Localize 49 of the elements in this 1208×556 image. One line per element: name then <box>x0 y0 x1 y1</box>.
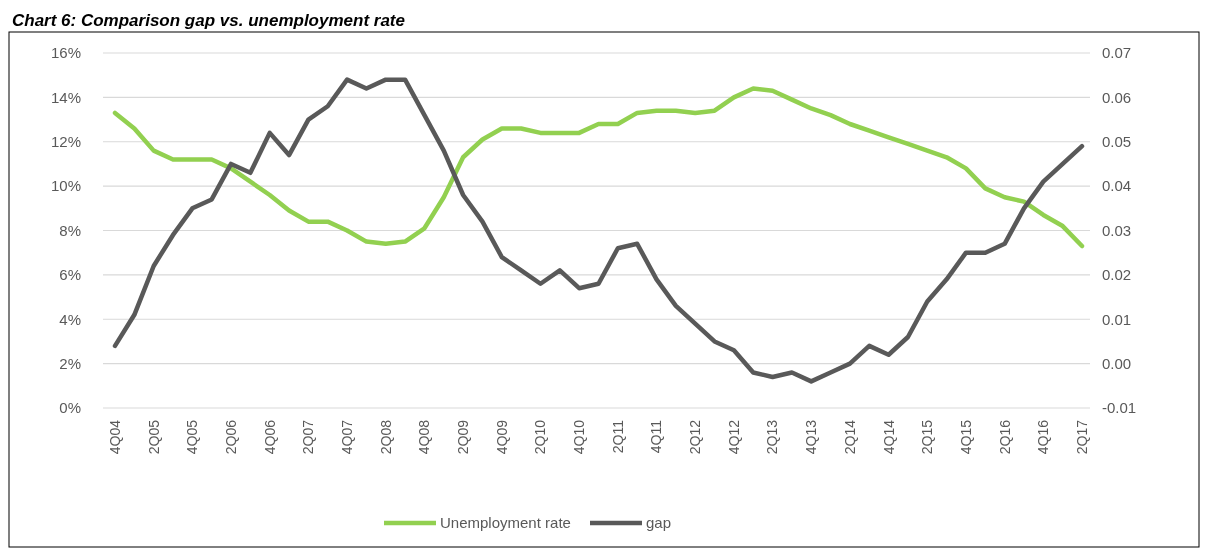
x-tick-label: 2Q14 <box>841 419 858 455</box>
y2-tick-label: 0.02 <box>1102 266 1132 284</box>
x-tick-label: 4Q13 <box>803 419 820 455</box>
y-tick-label: 2% <box>59 354 81 372</box>
y-tick-label: 6% <box>59 266 81 284</box>
x-tick-label: 4Q14 <box>880 419 897 455</box>
y2-tick-label: 0.03 <box>1102 221 1132 239</box>
x-tick-label: 4Q07 <box>338 419 355 455</box>
x-tick-label: 4Q10 <box>571 419 588 455</box>
y2-tick-label: 0.05 <box>1102 133 1132 150</box>
x-tick-label: 2Q06 <box>222 419 239 455</box>
x-tick-label: 2Q15 <box>919 419 936 455</box>
y-tick-label: 10% <box>50 177 81 195</box>
x-tick-label: 4Q12 <box>725 419 742 455</box>
chart-title: Chart 6: Comparison gap vs. unemployment rate <box>12 11 405 30</box>
y2-tick-label: 0.06 <box>1102 88 1132 106</box>
y-tick-label: 0% <box>59 399 81 417</box>
x-tick-label: 4Q06 <box>261 419 278 455</box>
x-tick-label: 4Q15 <box>957 419 974 455</box>
x-tick-label: 4Q08 <box>416 419 433 455</box>
x-tick-label: 2Q12 <box>687 419 704 455</box>
y2-tick-label: 0.07 <box>1102 44 1132 62</box>
x-tick-label: 2Q10 <box>532 419 549 455</box>
x-tick-label: 4Q09 <box>493 419 510 455</box>
y-tick-label: 16% <box>50 44 81 62</box>
y-tick-label: 12% <box>50 133 81 150</box>
x-tick-label: 2Q07 <box>300 419 317 455</box>
x-tick-label: 4Q16 <box>1035 419 1052 455</box>
x-tick-label: 2Q09 <box>455 419 472 455</box>
y-tick-label: 8% <box>59 221 81 239</box>
x-tick-label: 2Q11 <box>609 419 626 454</box>
y2-tick-label: 0.04 <box>1102 177 1132 195</box>
x-tick-label: 2Q16 <box>996 419 1013 455</box>
line-series <box>112 86 1085 249</box>
x-tick-label: 2Q13 <box>764 419 781 455</box>
y2-tick-label: 0.01 <box>1102 310 1132 328</box>
y2-tick-label: -0.01 <box>1102 399 1137 417</box>
y2-tick-label: 0.00 <box>1102 354 1132 372</box>
x-tick-label: 2Q08 <box>377 419 394 455</box>
x-tick-label: 4Q05 <box>184 419 201 455</box>
x-tick-label: 4Q04 <box>106 419 123 455</box>
legend-label: gap <box>646 514 672 532</box>
x-tick-label: 2Q05 <box>145 419 162 455</box>
line-series <box>112 77 1085 384</box>
y-tick-label: 14% <box>50 88 81 106</box>
legend-label: Unemployment rate <box>440 514 571 532</box>
y-tick-label: 4% <box>59 310 81 328</box>
x-tick-label: 4Q11 <box>648 419 665 454</box>
x-tick-label: 2Q17 <box>1073 419 1090 455</box>
